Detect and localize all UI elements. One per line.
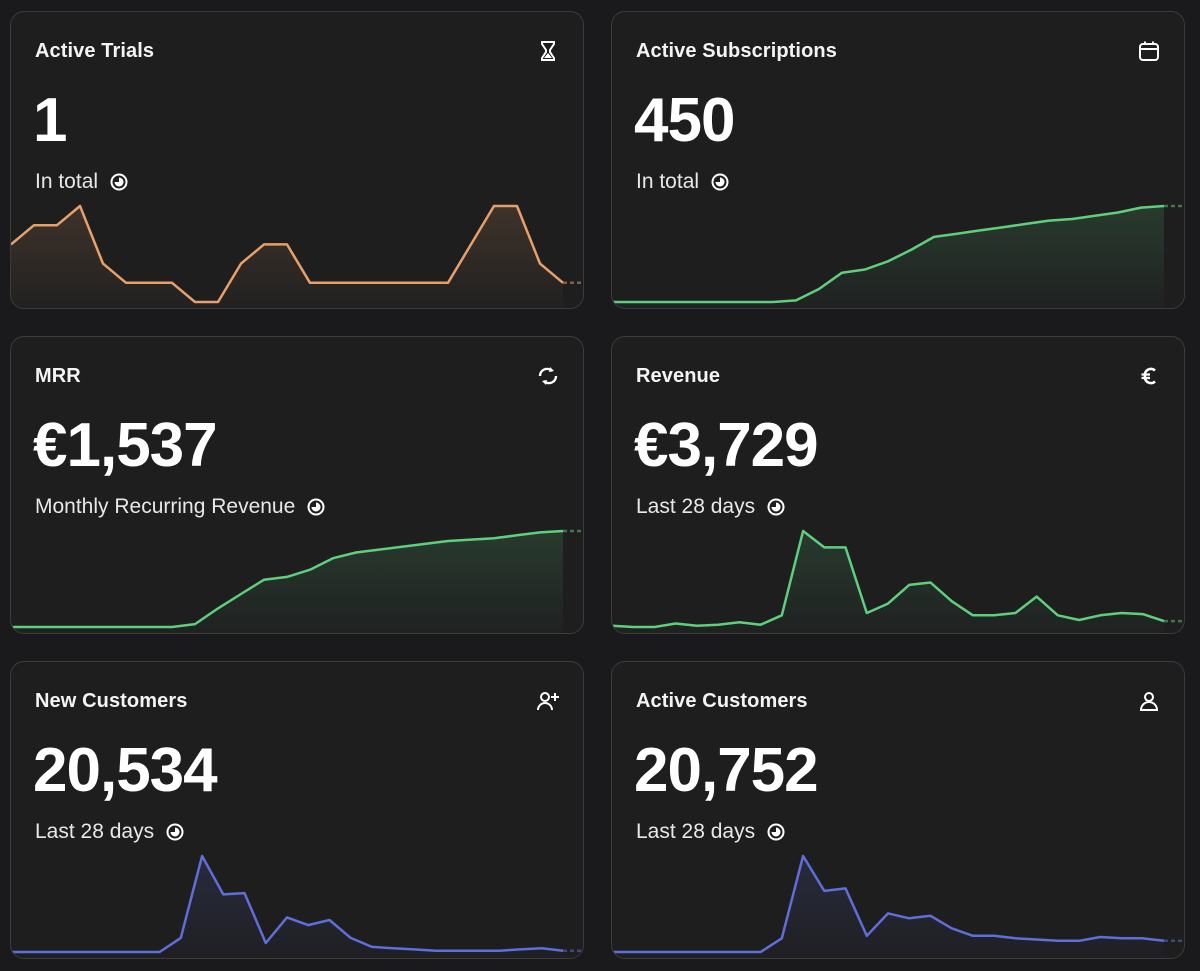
card-revenue[interactable]: Revenue €3,729 Last 28 days [611,336,1185,634]
add-user-icon [535,688,561,714]
sparkline-area [612,206,1164,308]
sparkline-area [612,531,1164,633]
sparkline-line [11,854,564,954]
info-clock-icon[interactable] [711,173,729,191]
card-subtitle-text: Monthly Recurring Revenue [35,495,296,518]
sparkline-area [11,206,563,308]
info-clock-icon[interactable] [767,823,785,841]
card-subtitle-text: Last 28 days [636,495,756,518]
sparkline-chart [612,204,1184,308]
card-title: Revenue [636,365,721,387]
sparkline-line [612,854,1165,954]
card-subtitle: In total [636,170,729,194]
sparkline-area [612,856,1164,958]
card-subtitle: Last 28 days [636,820,785,844]
sparkline-chart [11,854,583,958]
card-title: MRR [35,365,81,387]
card-subtitle: Monthly Recurring Revenue [35,495,325,519]
card-subtitle: In total [35,170,128,194]
sparkline-chart [11,529,583,633]
info-clock-icon[interactable] [110,173,128,191]
sparkline-line [11,204,564,304]
info-clock-icon[interactable] [307,498,325,516]
sparkline-line [11,529,564,629]
card-active-subscriptions[interactable]: Active Subscriptions 450 In total [611,11,1185,309]
card-value: €1,537 [33,411,218,480]
card-value: 20,752 [634,736,819,805]
card-title: Active Customers [636,690,808,712]
card-subtitle-text: Last 28 days [35,820,155,843]
info-clock-icon[interactable] [166,823,184,841]
hourglass-icon [535,38,561,64]
sparkline-area [11,531,563,633]
card-subtitle-text: In total [636,170,700,193]
card-value: 20,534 [33,736,218,805]
sparkline-chart [612,854,1184,958]
sparkline-chart [612,529,1184,633]
card-title: Active Trials [35,40,155,62]
card-subtitle: Last 28 days [636,495,785,519]
card-mrr[interactable]: MRR €1,537 Monthly Recurring Revenue [10,336,584,634]
card-title: Active Subscriptions [636,40,837,62]
card-title: New Customers [35,690,188,712]
user-icon [1136,688,1162,714]
card-value: €3,729 [634,411,819,480]
sparkline-chart [11,204,583,308]
euro-icon [1136,363,1162,389]
card-subtitle-text: In total [35,170,99,193]
sparkline-area [11,856,563,958]
card-active-customers[interactable]: Active Customers 20,752 Last 28 days [611,661,1185,959]
card-subtitle-text: Last 28 days [636,820,756,843]
card-subtitle: Last 28 days [35,820,184,844]
card-value: 1 [33,86,67,155]
info-clock-icon[interactable] [767,498,785,516]
card-new-customers[interactable]: New Customers 20,534 Last 28 days [10,661,584,959]
sparkline-line [612,529,1165,629]
sync-icon [535,363,561,389]
calendar-icon [1136,38,1162,64]
card-active-trials[interactable]: Active Trials 1 In total [10,11,584,309]
card-value: 450 [634,86,735,155]
sparkline-line [612,204,1165,304]
